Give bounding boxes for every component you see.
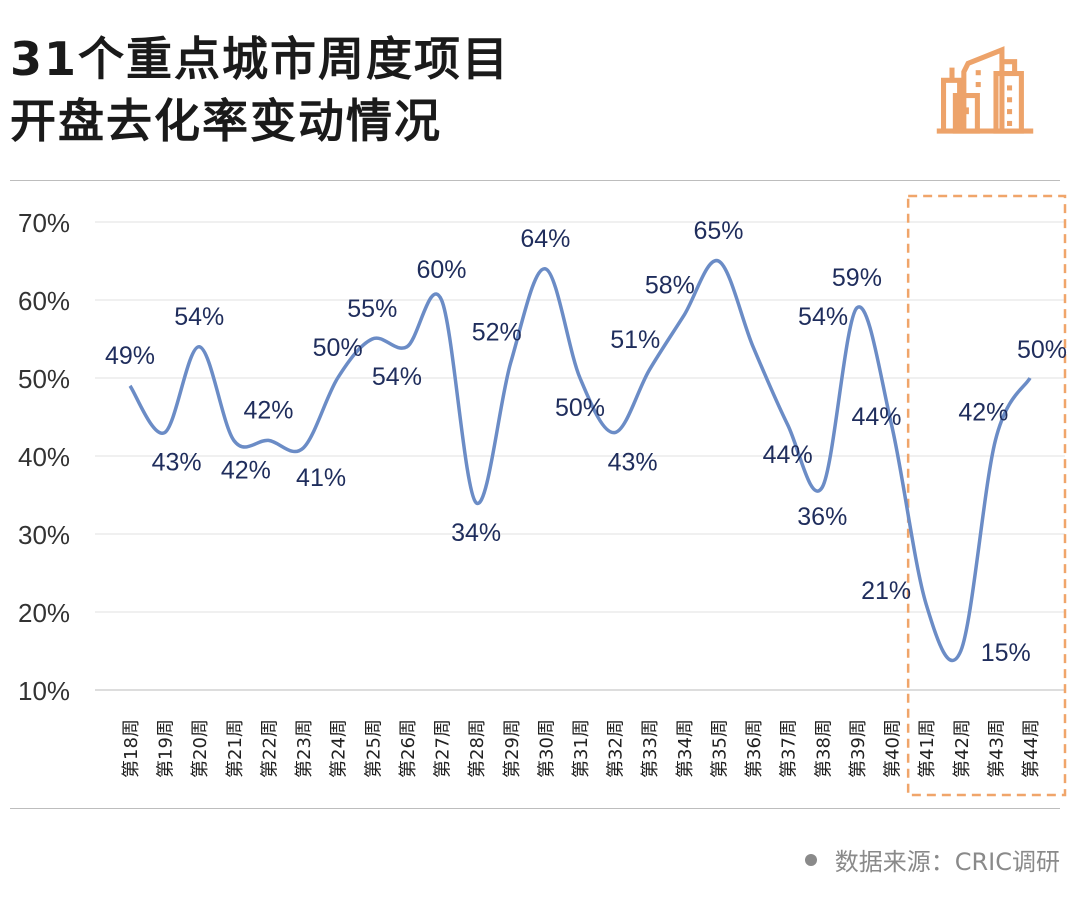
x-tick-label: 第40周 — [883, 719, 904, 778]
y-tick-label: 70% — [18, 208, 70, 238]
data-label: 60% — [417, 256, 467, 284]
y-tick-label: 50% — [18, 364, 70, 394]
data-label: 49% — [105, 342, 155, 370]
x-tick-label: 第43周 — [986, 719, 1007, 778]
highlight-box — [906, 194, 1067, 797]
data-label: 65% — [693, 217, 743, 245]
data-label: 55% — [347, 295, 397, 323]
x-tick-label: 第21周 — [225, 719, 246, 778]
x-tick-label: 第24周 — [329, 719, 350, 778]
y-tick-label: 10% — [18, 676, 70, 706]
data-label: 34% — [451, 519, 501, 547]
data-label: 43% — [152, 449, 202, 477]
x-tick-label: 第22周 — [259, 719, 280, 778]
x-tick-label: 第20周 — [190, 719, 211, 778]
data-label: 44% — [852, 403, 902, 431]
top-divider — [10, 180, 1060, 181]
chart-title: 31个重点城市周度项目 开盘去化率变动情况 — [10, 28, 510, 152]
x-tick-label: 第44周 — [1021, 719, 1042, 778]
y-tick-label: 40% — [18, 442, 70, 472]
x-tick-label: 第32周 — [606, 719, 627, 778]
title-line-2: 开盘去化率变动情况 — [10, 94, 442, 148]
x-tick-label: 第39周 — [848, 719, 869, 778]
data-label: 36% — [797, 503, 847, 531]
data-label: 50% — [1017, 336, 1067, 364]
data-label: 42% — [221, 456, 271, 484]
data-label: 21% — [861, 577, 911, 605]
data-label: 54% — [372, 363, 422, 391]
data-label: 58% — [645, 272, 695, 300]
data-label: 43% — [608, 449, 658, 477]
data-label: 52% — [472, 318, 522, 346]
x-tick-label: 第35周 — [709, 719, 730, 778]
x-tick-label: 第33周 — [640, 719, 661, 778]
title-line-1: 31个重点城市周度项目 — [10, 32, 511, 86]
source-note: 数据来源：CRIC调研 — [804, 842, 1060, 877]
x-tick-label: 第27周 — [433, 719, 454, 778]
x-tick-label: 第42周 — [952, 719, 973, 778]
series-line — [128, 259, 1032, 663]
data-label: 54% — [798, 303, 848, 331]
data-label: 41% — [296, 464, 346, 492]
data-label: 44% — [763, 441, 813, 469]
data-label: 42% — [958, 398, 1008, 426]
data-label: 64% — [520, 225, 570, 253]
data-label: 42% — [243, 396, 293, 424]
data-label: 59% — [832, 264, 882, 292]
x-tick-label: 第31周 — [571, 719, 592, 778]
y-tick-label: 20% — [18, 598, 70, 628]
buildings-icon — [936, 46, 1034, 134]
source-text: 数据来源：CRIC调研 — [834, 848, 1060, 876]
x-tick-label: 第29周 — [502, 719, 523, 778]
x-tick-label: 第26周 — [398, 719, 419, 778]
x-tick-label: 第34周 — [675, 719, 696, 778]
x-tick-label: 第36周 — [744, 719, 765, 778]
x-tick-label: 第41周 — [917, 719, 938, 778]
x-tick-label: 第38周 — [813, 719, 834, 778]
x-tick-label: 第30周 — [536, 719, 557, 778]
x-tick-label: 第28周 — [467, 719, 488, 778]
x-tick-label: 第37周 — [779, 719, 800, 778]
data-label: 51% — [610, 326, 660, 354]
data-label: 15% — [981, 639, 1031, 667]
x-tick-label: 第18周 — [121, 719, 142, 778]
data-label: 54% — [174, 303, 224, 331]
bullet-dot-icon — [804, 853, 817, 866]
x-tick-label: 第19周 — [156, 719, 177, 778]
bottom-divider — [10, 808, 1060, 809]
y-tick-label: 30% — [18, 520, 70, 550]
x-tick-label: 第25周 — [363, 719, 384, 778]
data-label: 50% — [313, 334, 363, 362]
y-tick-label: 60% — [18, 286, 70, 316]
data-label: 50% — [555, 394, 605, 422]
x-tick-label: 第23周 — [294, 719, 315, 778]
